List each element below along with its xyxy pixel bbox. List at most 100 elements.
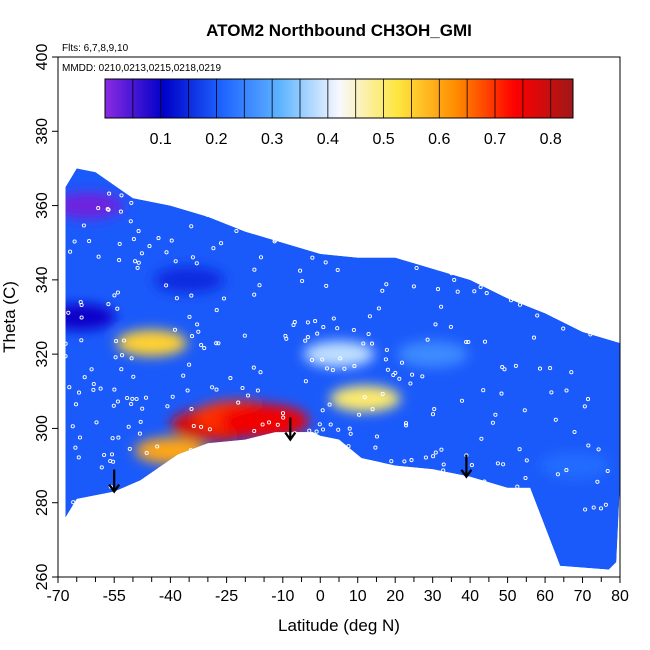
sample-point [433,322,438,327]
sample-point [320,357,325,362]
sample-point [358,198,363,203]
sample-point [472,289,477,294]
sample-point [410,224,415,229]
y-tick-label: 360 [34,192,51,219]
sample-point [309,212,314,217]
feature-blob-9 [153,266,225,294]
sample-point [566,296,571,301]
sample-point [304,482,309,487]
sample-point [156,171,161,176]
sample-point [236,400,241,405]
sample-point [527,251,532,256]
sample-point [78,299,83,305]
sample-point [316,454,321,459]
sample-point [399,360,405,365]
sample-point [210,385,215,390]
sample-point [228,376,233,381]
sample-point [216,492,221,497]
sample-point [112,169,117,174]
sample-point [244,498,249,503]
sample-point [154,507,159,512]
data-layer [65,168,620,570]
feature-blob-7 [65,192,124,219]
sample-point [330,367,335,373]
sample-point [119,353,125,358]
sample-point [189,293,194,298]
sample-point [133,259,138,264]
sample-point [235,500,240,505]
sample-point [189,334,195,339]
sample-point [397,467,402,472]
sample-point [448,503,453,508]
sample-point [114,339,119,344]
sample-point [199,343,204,348]
sample-point [159,490,164,496]
x-tick-label: 30 [424,588,442,605]
sample-point [362,395,367,400]
sample-point [272,184,277,189]
sample-point [545,300,550,305]
sample-point [532,177,538,182]
sample-point [450,269,455,274]
x-tick-label: 40 [461,588,479,605]
sample-point [391,372,396,378]
sample-point [464,189,469,194]
sample-point [304,478,309,483]
sample-point [303,221,308,226]
sample-point [464,339,469,345]
sample-point [516,171,521,176]
dates-annotation: MMDD: 0210,0213,0215,0218,0219 [62,63,221,74]
sample-point [156,236,161,241]
sample-point [67,385,72,390]
sample-point [449,271,454,276]
sample-point [559,272,564,277]
sample-point [506,251,511,256]
sample-point [66,310,71,315]
sample-point [223,454,228,459]
sample-point [194,183,200,189]
sample-point [559,276,564,281]
sample-point [117,258,122,263]
sample-point [400,486,405,491]
sample-point [423,481,428,487]
sample-point [432,407,437,412]
colorbar-ticks: 0.1 0.2 0.3 0.4 0.5 0.6 0.7 0.8 [132,79,562,148]
sample-point [385,178,390,183]
sample-point [117,241,122,246]
x-tick-label: 80 [611,588,629,605]
sample-point [352,364,357,369]
sample-point [238,453,244,458]
sample-point [119,193,124,198]
sample-point [182,458,187,463]
sample-point [189,406,194,412]
sample-point [128,219,133,224]
sample-point [448,324,453,329]
sample-point [335,267,340,273]
sample-point [320,427,326,432]
sample-point [113,355,118,360]
sample-point [109,452,115,457]
sample-point [549,390,554,395]
sample-point [469,463,474,468]
flights-annotation: Flts: 6,7,8,9,10 [62,43,129,54]
sample-point [258,370,263,375]
sample-point [214,190,219,195]
sample-point [347,426,352,431]
sample-point [242,333,247,338]
sample-point [131,502,136,507]
x-tick-label: -10 [271,588,294,605]
sample-point [593,202,598,207]
profile-arrow-2 [460,454,473,479]
sample-point [214,387,219,392]
sample-point [252,267,257,272]
sample-point [207,427,212,432]
sample-point [430,412,436,417]
sample-point [564,468,569,473]
sample-point [383,357,388,362]
x-tick-label: 50 [499,588,517,605]
sample-point [284,336,289,341]
sample-point [111,403,116,408]
sample-point [298,485,303,490]
sample-point [108,500,113,506]
